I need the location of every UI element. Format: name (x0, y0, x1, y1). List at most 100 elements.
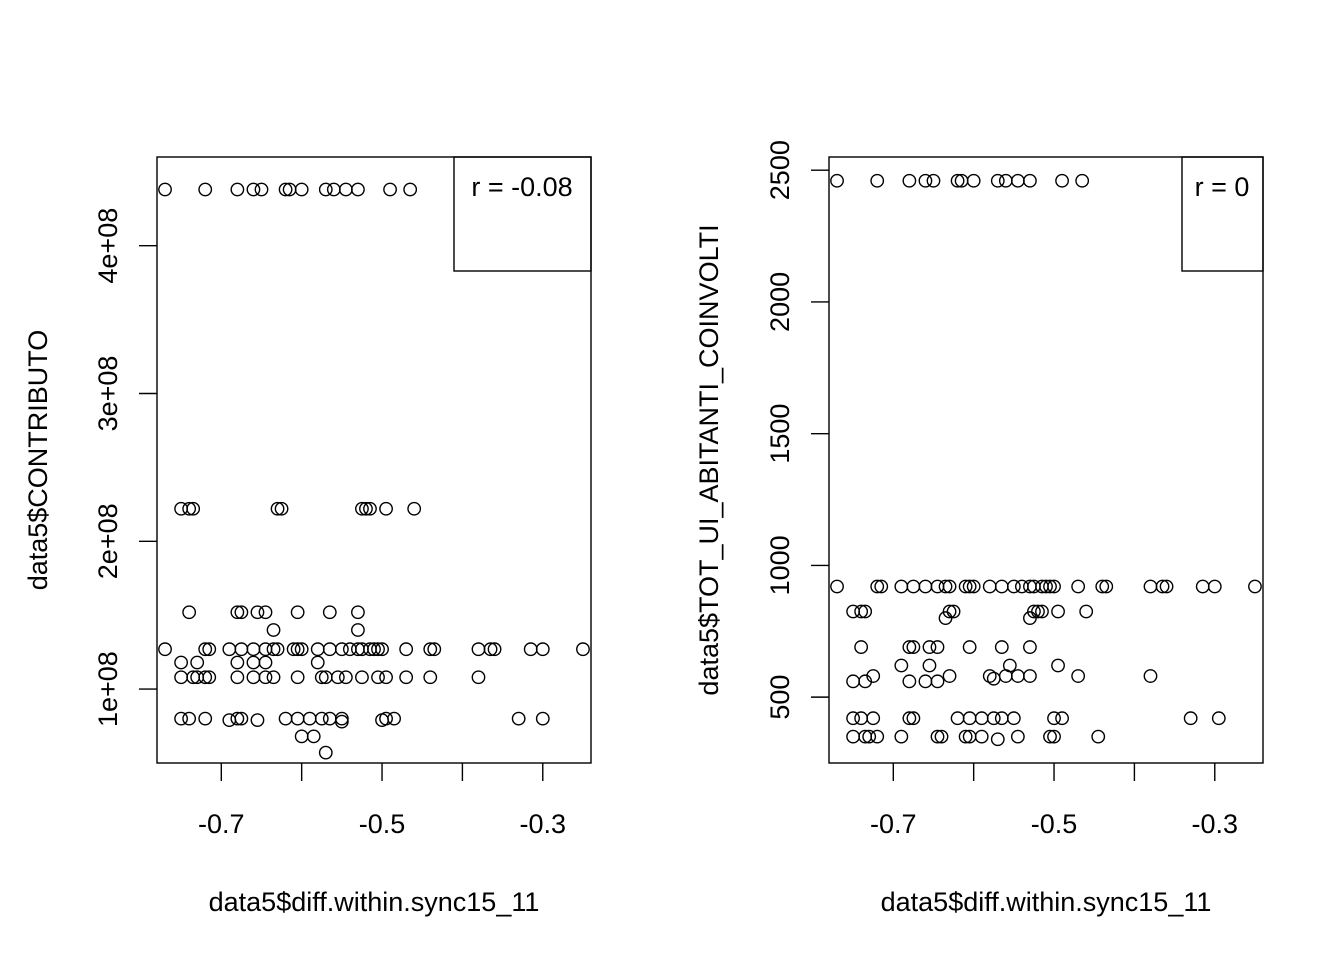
y-axis-label: data5$CONTRIBUTO (23, 330, 53, 591)
data-point (942, 579, 957, 594)
data-point (1047, 579, 1061, 594)
data-point (234, 605, 249, 620)
data-point (934, 729, 949, 744)
panel-contributo: -0.7 -0.5 -0.3 1e+08 2e+08 3e+08 4e+08 r = -0… (23, 156, 592, 917)
data-point (290, 711, 305, 726)
data-point (982, 669, 997, 683)
data-point (918, 674, 933, 689)
data-point (351, 605, 365, 620)
x-axis-label: data5$diff.within.sync15_11 (881, 887, 1212, 917)
data-point (174, 670, 189, 685)
correlation-annotation: r = -0.08 (471, 172, 572, 202)
y-tick-label: 4e+08 (93, 208, 123, 284)
data-point (862, 729, 877, 744)
data-point (383, 182, 397, 197)
data-point (471, 642, 486, 657)
data-point (942, 669, 957, 683)
data-point (399, 642, 414, 657)
plot-box (828, 156, 1264, 764)
data-point (1051, 604, 1065, 619)
y-tick-label: 2000 (765, 272, 795, 332)
data-point (994, 579, 1009, 594)
data-point (290, 605, 305, 620)
data-point (1079, 604, 1094, 619)
data-point (894, 658, 909, 673)
data-point (922, 640, 937, 654)
data-point (1055, 711, 1069, 726)
data-point (854, 711, 869, 726)
data-point (1071, 579, 1086, 594)
data-point (258, 655, 273, 670)
data-point (387, 711, 401, 726)
data-point (866, 669, 881, 683)
data-point (334, 642, 349, 657)
data-point (902, 173, 917, 188)
data-point (986, 671, 1001, 686)
data-point (294, 182, 309, 197)
data-point (318, 745, 333, 760)
data-point (375, 642, 389, 657)
x-axis: -0.7 -0.5 -0.3 (870, 763, 1238, 839)
x-axis: -0.7 -0.5 -0.3 (198, 763, 566, 839)
x-tick-label: -0.3 (520, 809, 567, 839)
data-point (286, 642, 301, 657)
data-point (966, 579, 981, 594)
data-point (1095, 579, 1110, 594)
data-point (230, 711, 245, 726)
data-point (427, 642, 442, 657)
data-point (576, 642, 590, 657)
data-point (990, 732, 1005, 747)
data-point (423, 670, 438, 685)
data-point (870, 173, 885, 188)
data-point (322, 711, 337, 726)
data-point (1248, 579, 1262, 594)
data-point (906, 640, 921, 654)
data-point (1051, 658, 1065, 673)
data-point (1195, 579, 1210, 594)
data-point (958, 729, 973, 744)
data-point (250, 713, 265, 728)
data-point (182, 501, 197, 516)
data-point (930, 729, 945, 744)
data-point (318, 182, 333, 197)
data-point (230, 655, 245, 670)
data-point (866, 711, 881, 726)
data-point (487, 642, 502, 657)
data-point (306, 729, 321, 744)
data-point (359, 501, 373, 516)
data-point (846, 729, 861, 744)
data-point (938, 611, 953, 625)
x-tick-label: -0.7 (870, 809, 917, 839)
x-tick-label: -0.7 (198, 809, 245, 839)
data-point (1211, 711, 1226, 726)
data-point (902, 711, 917, 726)
data-point (246, 655, 261, 670)
y-tick-label: 1e+08 (93, 651, 123, 727)
data-point (1183, 711, 1198, 726)
data-point (874, 579, 889, 594)
data-point (974, 729, 989, 744)
data-point (330, 670, 345, 685)
data-point (351, 623, 365, 637)
data-point (846, 674, 861, 689)
data-point (310, 642, 325, 657)
data-point (958, 579, 973, 594)
data-point (1043, 729, 1057, 744)
data-point (990, 173, 1005, 188)
data-point (950, 173, 965, 188)
data-point (1035, 604, 1049, 619)
data-point (1023, 173, 1037, 188)
data-point (830, 173, 844, 188)
data-point (1006, 579, 1021, 594)
data-point (950, 711, 965, 726)
data-point (854, 640, 869, 654)
x-axis-label: data5$diff.within.sync15_11 (209, 887, 540, 917)
data-point (363, 501, 377, 516)
data-point (1010, 173, 1025, 188)
data-point (1047, 729, 1061, 744)
data-point (1043, 579, 1057, 594)
data-point (511, 711, 526, 726)
data-point (403, 182, 418, 197)
data-point (830, 579, 844, 594)
data-point (379, 501, 393, 516)
